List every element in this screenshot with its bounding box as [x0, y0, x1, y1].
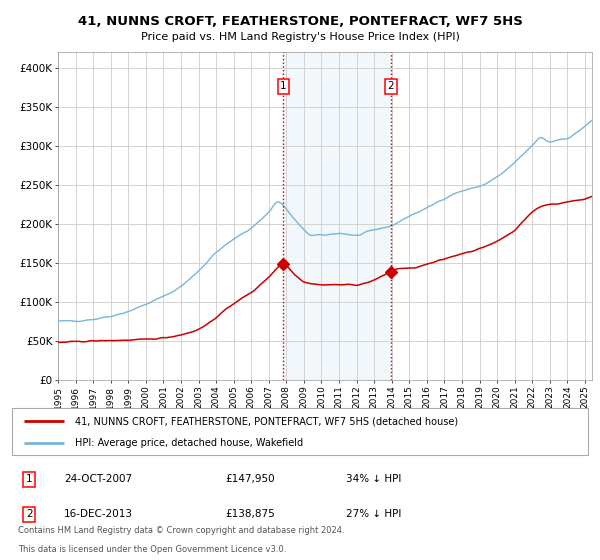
Text: This data is licensed under the Open Government Licence v3.0.: This data is licensed under the Open Gov… [18, 545, 286, 554]
Text: Price paid vs. HM Land Registry's House Price Index (HPI): Price paid vs. HM Land Registry's House … [140, 32, 460, 42]
Text: 1: 1 [26, 474, 32, 484]
Bar [283, 52, 391, 380]
Text: £147,950: £147,950 [225, 474, 275, 484]
FancyBboxPatch shape [12, 408, 588, 455]
Text: 41, NUNNS CROFT, FEATHERSTONE, PONTEFRACT, WF7 5HS (detached house): 41, NUNNS CROFT, FEATHERSTONE, PONTEFRAC… [76, 416, 458, 426]
Text: 2: 2 [388, 81, 394, 91]
Text: 2: 2 [26, 509, 32, 519]
Text: Contains HM Land Registry data © Crown copyright and database right 2024.: Contains HM Land Registry data © Crown c… [18, 526, 344, 535]
Text: 16-DEC-2013: 16-DEC-2013 [64, 509, 133, 519]
Text: 1: 1 [280, 81, 287, 91]
Text: £138,875: £138,875 [225, 509, 275, 519]
Text: 41, NUNNS CROFT, FEATHERSTONE, PONTEFRACT, WF7 5HS: 41, NUNNS CROFT, FEATHERSTONE, PONTEFRAC… [77, 15, 523, 28]
Text: 27% ↓ HPI: 27% ↓ HPI [346, 509, 401, 519]
Text: 24-OCT-2007: 24-OCT-2007 [64, 474, 132, 484]
Text: HPI: Average price, detached house, Wakefield: HPI: Average price, detached house, Wake… [76, 438, 304, 448]
Text: 34% ↓ HPI: 34% ↓ HPI [346, 474, 401, 484]
